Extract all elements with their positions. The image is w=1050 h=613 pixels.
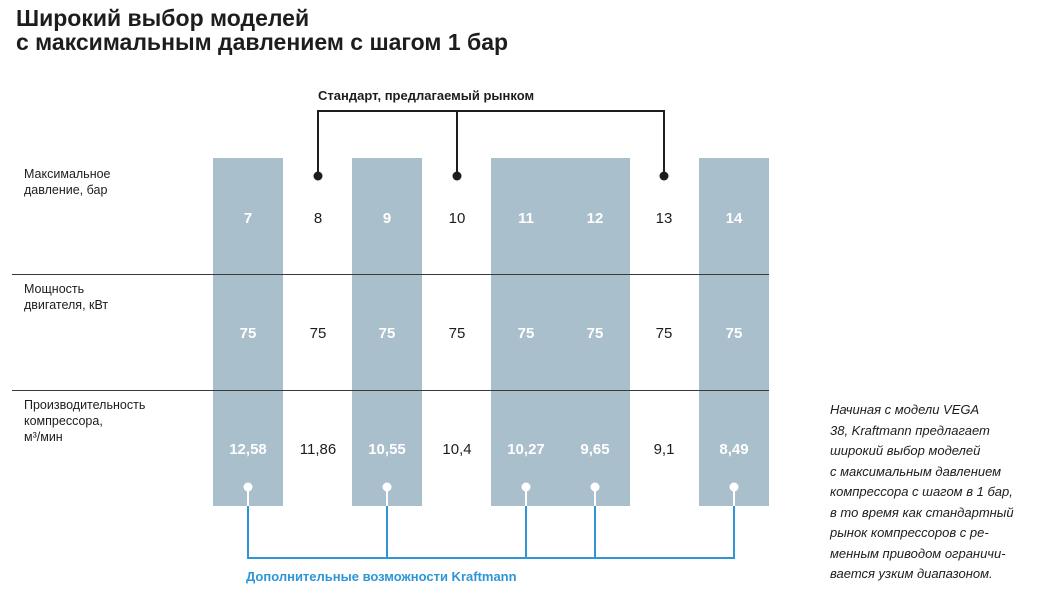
cell-power-3: 75 xyxy=(448,325,466,342)
side-note-line: в то время как стандартный xyxy=(830,504,1014,520)
cell-pressure-2: 9 xyxy=(382,210,392,227)
title-line-2: с максимальным давлением с шагом 1 бар xyxy=(16,29,509,55)
cell-power-6: 75 xyxy=(655,325,673,342)
row-divider-2 xyxy=(12,390,769,391)
kraftmann-dot-14 xyxy=(729,482,739,492)
cell-pressure-7: 14 xyxy=(725,210,743,227)
row-label-pressure-line-2: давление, бар xyxy=(24,183,108,197)
side-note-line: рынок компрессоров с ре- xyxy=(830,525,989,540)
side-note-line: Начиная с модели VEGA xyxy=(830,402,980,417)
cell-capacity-6: 9,1 xyxy=(653,441,675,458)
cell-power-2: 75 xyxy=(378,325,396,342)
cell-pressure-4: 11 xyxy=(518,210,534,227)
cell-capacity-7: 8,49 xyxy=(719,441,749,458)
cell-capacity-5: 9,65 xyxy=(580,441,610,458)
page-title: Широкий выбор моделей с максимальным дав… xyxy=(16,6,508,54)
standard-bracket-label: Стандарт, предлагаемый рынком xyxy=(318,88,535,103)
kraftmann-dot-11 xyxy=(521,482,531,492)
row-label-power-line-2: двигателя, кВт xyxy=(24,298,109,312)
cell-capacity-3: 10,4 xyxy=(442,441,472,458)
side-note-line: компрессора с шагом в 1 бар, xyxy=(830,484,1013,499)
row-label-capacity-line-3: м³/мин xyxy=(24,430,63,444)
row-label-capacity: Производительность компрессора, м³/мин xyxy=(24,397,145,445)
side-note-line: широкий выбор моделей xyxy=(830,443,981,458)
kraftmann-dot-7 xyxy=(243,482,253,492)
cell-power-1: 75 xyxy=(309,325,327,342)
cell-capacity-4: 10,27 xyxy=(507,441,545,458)
cell-power-5: 75 xyxy=(586,325,604,342)
side-note-line: вается узким диапазоном. xyxy=(830,566,993,581)
kraftmann-bracket xyxy=(247,488,735,559)
kraftmann-column-11-12 xyxy=(491,158,630,506)
title-line-1: Широкий выбор моделей xyxy=(16,5,310,31)
kraftmann-dot-12 xyxy=(590,482,600,492)
cell-power-7: 75 xyxy=(725,325,743,342)
kraftmann-bracket-label: Дополнительные возможности Kraftmann xyxy=(246,569,517,584)
kraftmann-column-14 xyxy=(699,158,769,506)
side-note-line: с максимальным давлением xyxy=(830,463,1002,479)
standard-dot-8 xyxy=(313,171,323,181)
row-label-power-line-1: Мощность xyxy=(24,282,85,296)
standard-dot-10 xyxy=(452,171,462,181)
side-note-line: 38, Kraftmann предлагает xyxy=(830,422,990,438)
row-label-capacity-line-2: компрессора, xyxy=(24,414,103,428)
cell-pressure-0: 7 xyxy=(243,210,253,227)
cell-pressure-5: 12 xyxy=(586,210,604,227)
cell-power-0: 75 xyxy=(239,325,257,342)
row-label-capacity-line-1: Производительность xyxy=(24,398,146,412)
kraftmann-bracket-line xyxy=(247,488,735,559)
standard-bracket xyxy=(317,110,665,176)
row-divider-1 xyxy=(12,274,769,275)
cell-capacity-1: 11,86 xyxy=(299,441,337,458)
cell-capacity-2: 10,55 xyxy=(368,441,406,458)
row-label-power: Мощность двигателя, кВт xyxy=(24,281,108,313)
standard-bracket-line xyxy=(317,110,665,176)
kraftmann-column-9 xyxy=(352,158,422,506)
cell-capacity-0: 12,58 xyxy=(229,441,267,458)
cell-pressure-3: 10 xyxy=(448,210,466,227)
side-note: Начиная с модели VEGA 38, Kraftmann пред… xyxy=(830,400,1045,585)
row-label-pressure: Максимальное давление, бар xyxy=(24,166,111,198)
cell-pressure-6: 13 xyxy=(655,210,673,227)
standard-dot-13 xyxy=(659,171,669,181)
kraftmann-dot-9 xyxy=(382,482,392,492)
cell-pressure-1: 8 xyxy=(313,210,323,227)
side-note-line: менным приводом ограничи- xyxy=(830,545,1006,561)
row-label-pressure-line-1: Максимальное xyxy=(24,167,111,181)
kraftmann-column-7 xyxy=(213,158,283,506)
cell-power-4: 75 xyxy=(517,325,535,342)
